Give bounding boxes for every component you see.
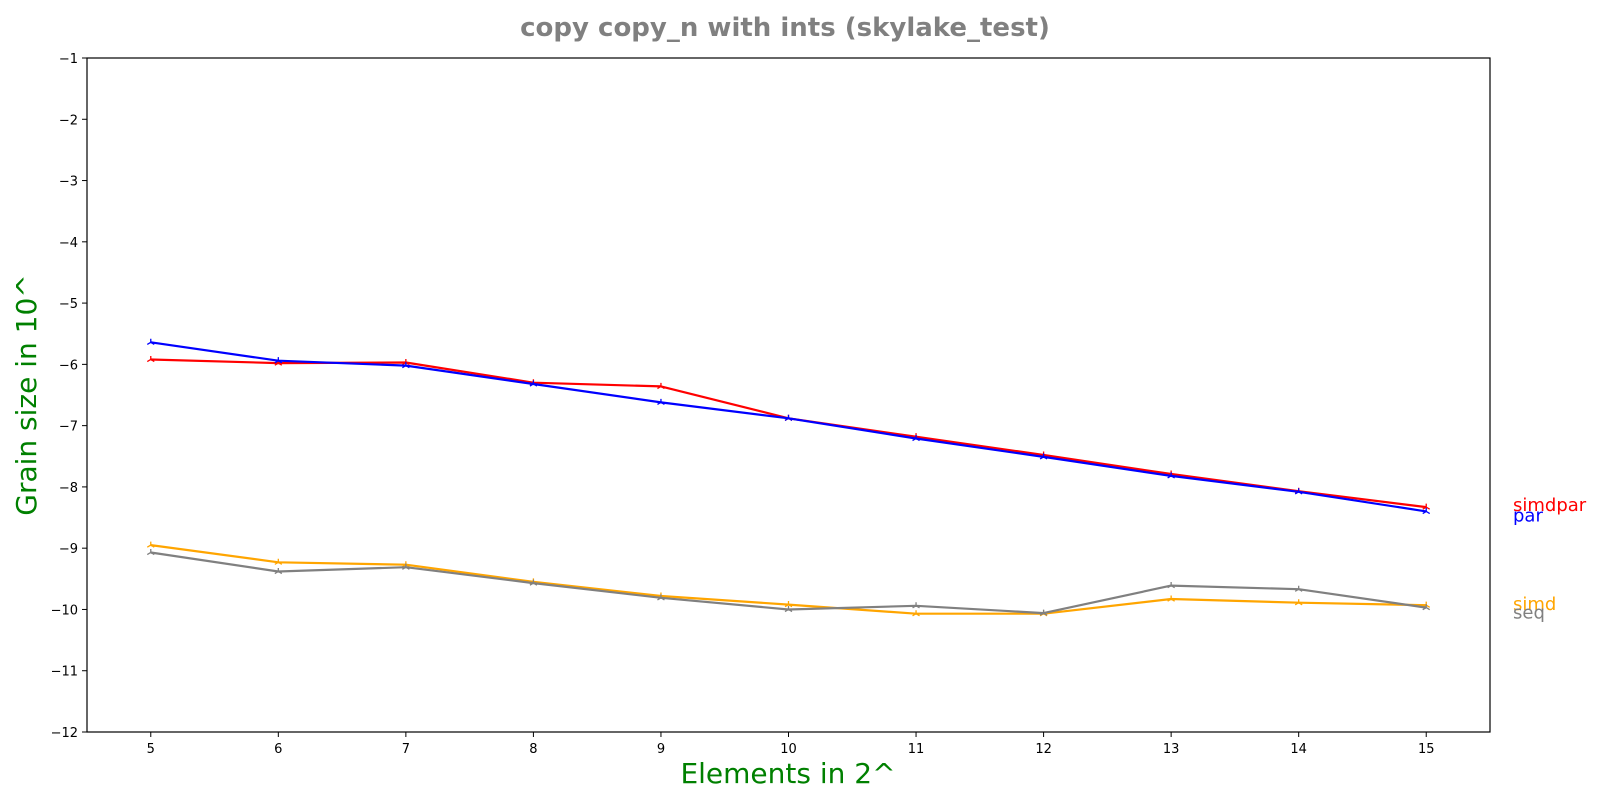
data-point-par xyxy=(784,414,793,421)
data-point-seq xyxy=(402,563,410,570)
data-point-seq xyxy=(274,567,283,575)
data-point-par xyxy=(1039,453,1048,460)
data-point-seq xyxy=(1039,609,1048,616)
series-label-seq: seq xyxy=(1513,603,1545,624)
series-line-par xyxy=(150,341,1427,513)
y-tick-label: −7 xyxy=(59,420,78,435)
data-point-par xyxy=(1294,488,1303,495)
data-point-seq xyxy=(146,548,155,556)
data-point-seq xyxy=(657,594,665,601)
data-point-simdpar xyxy=(146,355,155,363)
data-point-par xyxy=(1422,507,1431,515)
plot-area xyxy=(86,57,1491,733)
x-tick-label: 9 xyxy=(657,742,665,757)
y-tick-label: −8 xyxy=(59,481,78,496)
y-tick-label: −3 xyxy=(59,175,78,190)
x-tick-label: 6 xyxy=(274,742,282,757)
x-tick-label: 15 xyxy=(1418,742,1435,757)
data-point-par xyxy=(912,435,920,442)
series-label-par: par xyxy=(1513,505,1543,526)
x-tick-label: 12 xyxy=(1035,742,1052,757)
data-point-simd xyxy=(1294,599,1303,606)
x-tick-label: 8 xyxy=(529,742,537,757)
data-point-simdpar xyxy=(1422,503,1431,510)
data-point-par xyxy=(402,362,410,369)
x-tick-label: 5 xyxy=(147,742,155,757)
y-tick-label: −6 xyxy=(59,358,78,373)
x-tick-label: 14 xyxy=(1290,742,1307,757)
series-layer xyxy=(146,338,1431,617)
data-point-seq xyxy=(1167,582,1175,589)
y-tick-label: −2 xyxy=(59,113,78,128)
data-point-seq xyxy=(1422,604,1431,611)
data-point-seq xyxy=(529,579,538,586)
data-point-simd xyxy=(784,601,793,608)
y-tick-label: −12 xyxy=(51,726,78,741)
y-axis: −12 −11 −10 −9 −8 −7 −6 −5 −4 −3 −2 −1 xyxy=(51,52,87,741)
data-point-par xyxy=(1167,472,1175,479)
data-point-simdpar xyxy=(657,382,665,390)
x-tick-label: 7 xyxy=(402,742,410,757)
data-point-seq xyxy=(1294,585,1303,592)
data-point-seq xyxy=(912,602,920,609)
data-point-simd xyxy=(274,558,283,565)
series-label-simdpar: simdpar xyxy=(1513,495,1587,516)
y-tick-label: −9 xyxy=(59,542,78,557)
y-tick-label: −4 xyxy=(59,236,78,251)
data-point-par xyxy=(657,398,665,406)
y-tick-label: −1 xyxy=(59,52,78,67)
data-point-seq xyxy=(784,605,793,613)
data-point-par xyxy=(146,338,155,345)
data-point-par xyxy=(274,357,283,364)
data-point-simd xyxy=(146,541,155,548)
series-label-simd: simd xyxy=(1513,594,1556,615)
data-point-simd xyxy=(1167,595,1175,602)
x-axis: 5 6 7 8 9 10 11 12 13 14 15 xyxy=(147,732,1435,757)
y-tick-label: −10 xyxy=(51,603,78,618)
x-tick-label: 13 xyxy=(1163,742,1180,757)
x-axis-label: Elements in 2^ xyxy=(680,757,895,790)
series-line-simdpar xyxy=(150,358,1427,509)
y-tick-label: −5 xyxy=(59,297,78,312)
x-tick-label: 10 xyxy=(780,742,797,757)
x-tick-label: 11 xyxy=(908,742,925,757)
data-point-par xyxy=(529,380,538,387)
y-axis-label: Grain size in 10^ xyxy=(10,274,43,516)
y-tick-label: −11 xyxy=(51,665,78,680)
chart-title: copy copy_n with ints (skylake_test) xyxy=(520,13,1050,43)
data-point-simd xyxy=(912,610,920,617)
